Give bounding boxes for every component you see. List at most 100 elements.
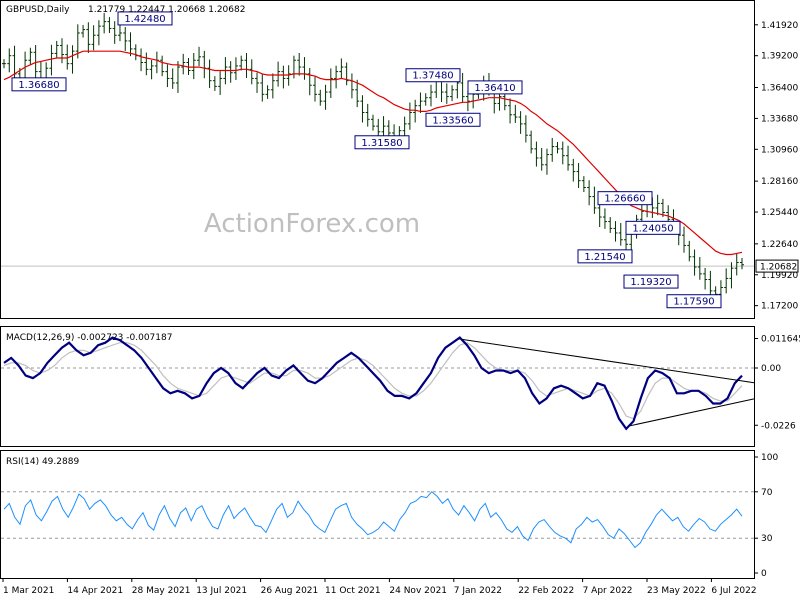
- level-label: 1.21540: [577, 249, 633, 264]
- level-label: 1.31580: [354, 135, 410, 150]
- rsi-y-tick-label: 70: [761, 488, 773, 498]
- level-label: 1.36410: [467, 80, 523, 95]
- level-label-text: 1.21540: [584, 252, 625, 263]
- ohlc-bar: [344, 62, 349, 86]
- ohlc-bar: [202, 50, 207, 79]
- level-label: 1.19320: [623, 274, 679, 289]
- macd-trendline-upper: [461, 338, 755, 384]
- ohlc-bar: [734, 253, 739, 276]
- ohlc-bar: [597, 202, 602, 228]
- ohlc-bar: [117, 22, 122, 42]
- ohlc-bar: [49, 44, 54, 76]
- price-ohlc: 1.21779 1.22447 1.20668 1.20682: [88, 5, 245, 15]
- ohlc-bar: [249, 59, 254, 85]
- ohlc-bar: [534, 141, 539, 167]
- ohlc-bar: [318, 89, 323, 106]
- x-tick-label: 7 Apr 2022: [583, 586, 633, 596]
- x-tick-label: 7 Jan 2022: [454, 586, 502, 596]
- ohlc-bar: [70, 45, 75, 74]
- level-label-box: [597, 191, 653, 206]
- ohlc-bar: [697, 257, 702, 280]
- level-label-text: 1.33560: [432, 115, 473, 126]
- price-y-tick-label: 1.41920: [761, 21, 798, 31]
- ohlc-bar: [539, 147, 544, 171]
- price-pane-frame: [0, 0, 755, 319]
- rsi-y-tick-label: 30: [761, 534, 773, 544]
- macd-y-tick-label: 0.00: [761, 364, 781, 374]
- ohlc-bar: [91, 25, 96, 51]
- ohlc-bar: [618, 222, 623, 246]
- level-label-box: [623, 274, 679, 289]
- ohlc-bar: [587, 180, 592, 206]
- level-label-text: 1.19320: [630, 277, 671, 288]
- ohlc-bar: [655, 194, 660, 216]
- ohlc-bar: [160, 55, 165, 77]
- ohlc-bar: [418, 92, 423, 113]
- ohlc-bar: [444, 83, 449, 104]
- macd-pane-frame: [0, 326, 755, 447]
- level-label-text: 1.31580: [361, 138, 402, 149]
- ohlc-bar: [529, 130, 534, 154]
- x-tick-label: 28 May 2021: [132, 586, 191, 596]
- ohlc-bar: [571, 158, 576, 182]
- x-tick-label: 11 Oct 2021: [325, 586, 381, 596]
- price-y-tick-label: 1.17200: [761, 302, 798, 312]
- level-label-text: 1.36410: [474, 83, 515, 94]
- level-label-box: [354, 135, 410, 150]
- ohlc-bar: [59, 38, 64, 64]
- ohlc-bar: [281, 65, 286, 89]
- ohlc-bar: [708, 270, 713, 299]
- ohlc-bar: [218, 71, 223, 96]
- level-label-box: [666, 294, 722, 309]
- level-label-box: [577, 249, 633, 264]
- price-y-tick-label: 1.28160: [761, 177, 798, 187]
- ohlc-bar: [602, 208, 607, 229]
- ohlc-bar: [523, 115, 528, 143]
- price-y-tick-label: 1.19920: [761, 271, 798, 281]
- ohlc-bar: [149, 60, 154, 80]
- ohlc-bar: [544, 148, 549, 175]
- ohlc-bar: [592, 186, 597, 214]
- ohlc-bar: [207, 59, 212, 88]
- ohlc-bar: [729, 262, 734, 289]
- ohlc-bar: [139, 48, 144, 72]
- level-label: 1.36680: [11, 77, 67, 92]
- macd-pane-title: MACD(12,26,9) -0.002723 -0.007187: [6, 333, 172, 343]
- ohlc-bar: [65, 44, 70, 70]
- ohlc-bar: [682, 226, 687, 253]
- ohlc-bar: [555, 142, 560, 154]
- level-label-text: 1.17590: [673, 297, 714, 308]
- ohlc-bar: [413, 99, 418, 123]
- level-label-box: [425, 112, 481, 127]
- ohlc-bar: [265, 85, 270, 99]
- x-tick-label: 23 May 2022: [647, 586, 706, 596]
- level-label-text: 1.36680: [18, 80, 59, 91]
- ohlc-bar: [2, 59, 6, 69]
- ohlc-bar: [128, 32, 133, 57]
- ohlc-bar: [460, 72, 465, 103]
- macd-signal-line: [3, 342, 743, 420]
- ohlc-bar: [365, 103, 370, 127]
- ohlc-bar: [323, 84, 328, 110]
- ohlc-bar: [740, 257, 744, 270]
- ohlc-bar: [660, 198, 665, 218]
- level-label: 1.37480: [405, 68, 461, 83]
- ohlc-bar: [508, 98, 513, 124]
- ohlc-bar: [687, 240, 692, 262]
- ohlc-bar: [428, 84, 433, 107]
- current-price-badge: [755, 259, 799, 273]
- level-label-box: [625, 220, 681, 235]
- ohlc-bar: [328, 68, 333, 98]
- level-label-box: [11, 77, 67, 92]
- macd-y-tick-label: 0.011645: [761, 334, 800, 344]
- level-label-text: 1.37480: [412, 71, 453, 82]
- ohlc-bar: [212, 76, 217, 91]
- ohlc-bar: [297, 52, 302, 76]
- x-tick-label: 6 Jul 2022: [711, 586, 756, 596]
- level-label-text: 1.26660: [604, 194, 645, 205]
- ohlc-bar: [371, 114, 375, 131]
- ohlc-bar: [566, 145, 571, 171]
- ohlc-bar: [54, 40, 59, 58]
- ohlc-bar: [355, 79, 360, 108]
